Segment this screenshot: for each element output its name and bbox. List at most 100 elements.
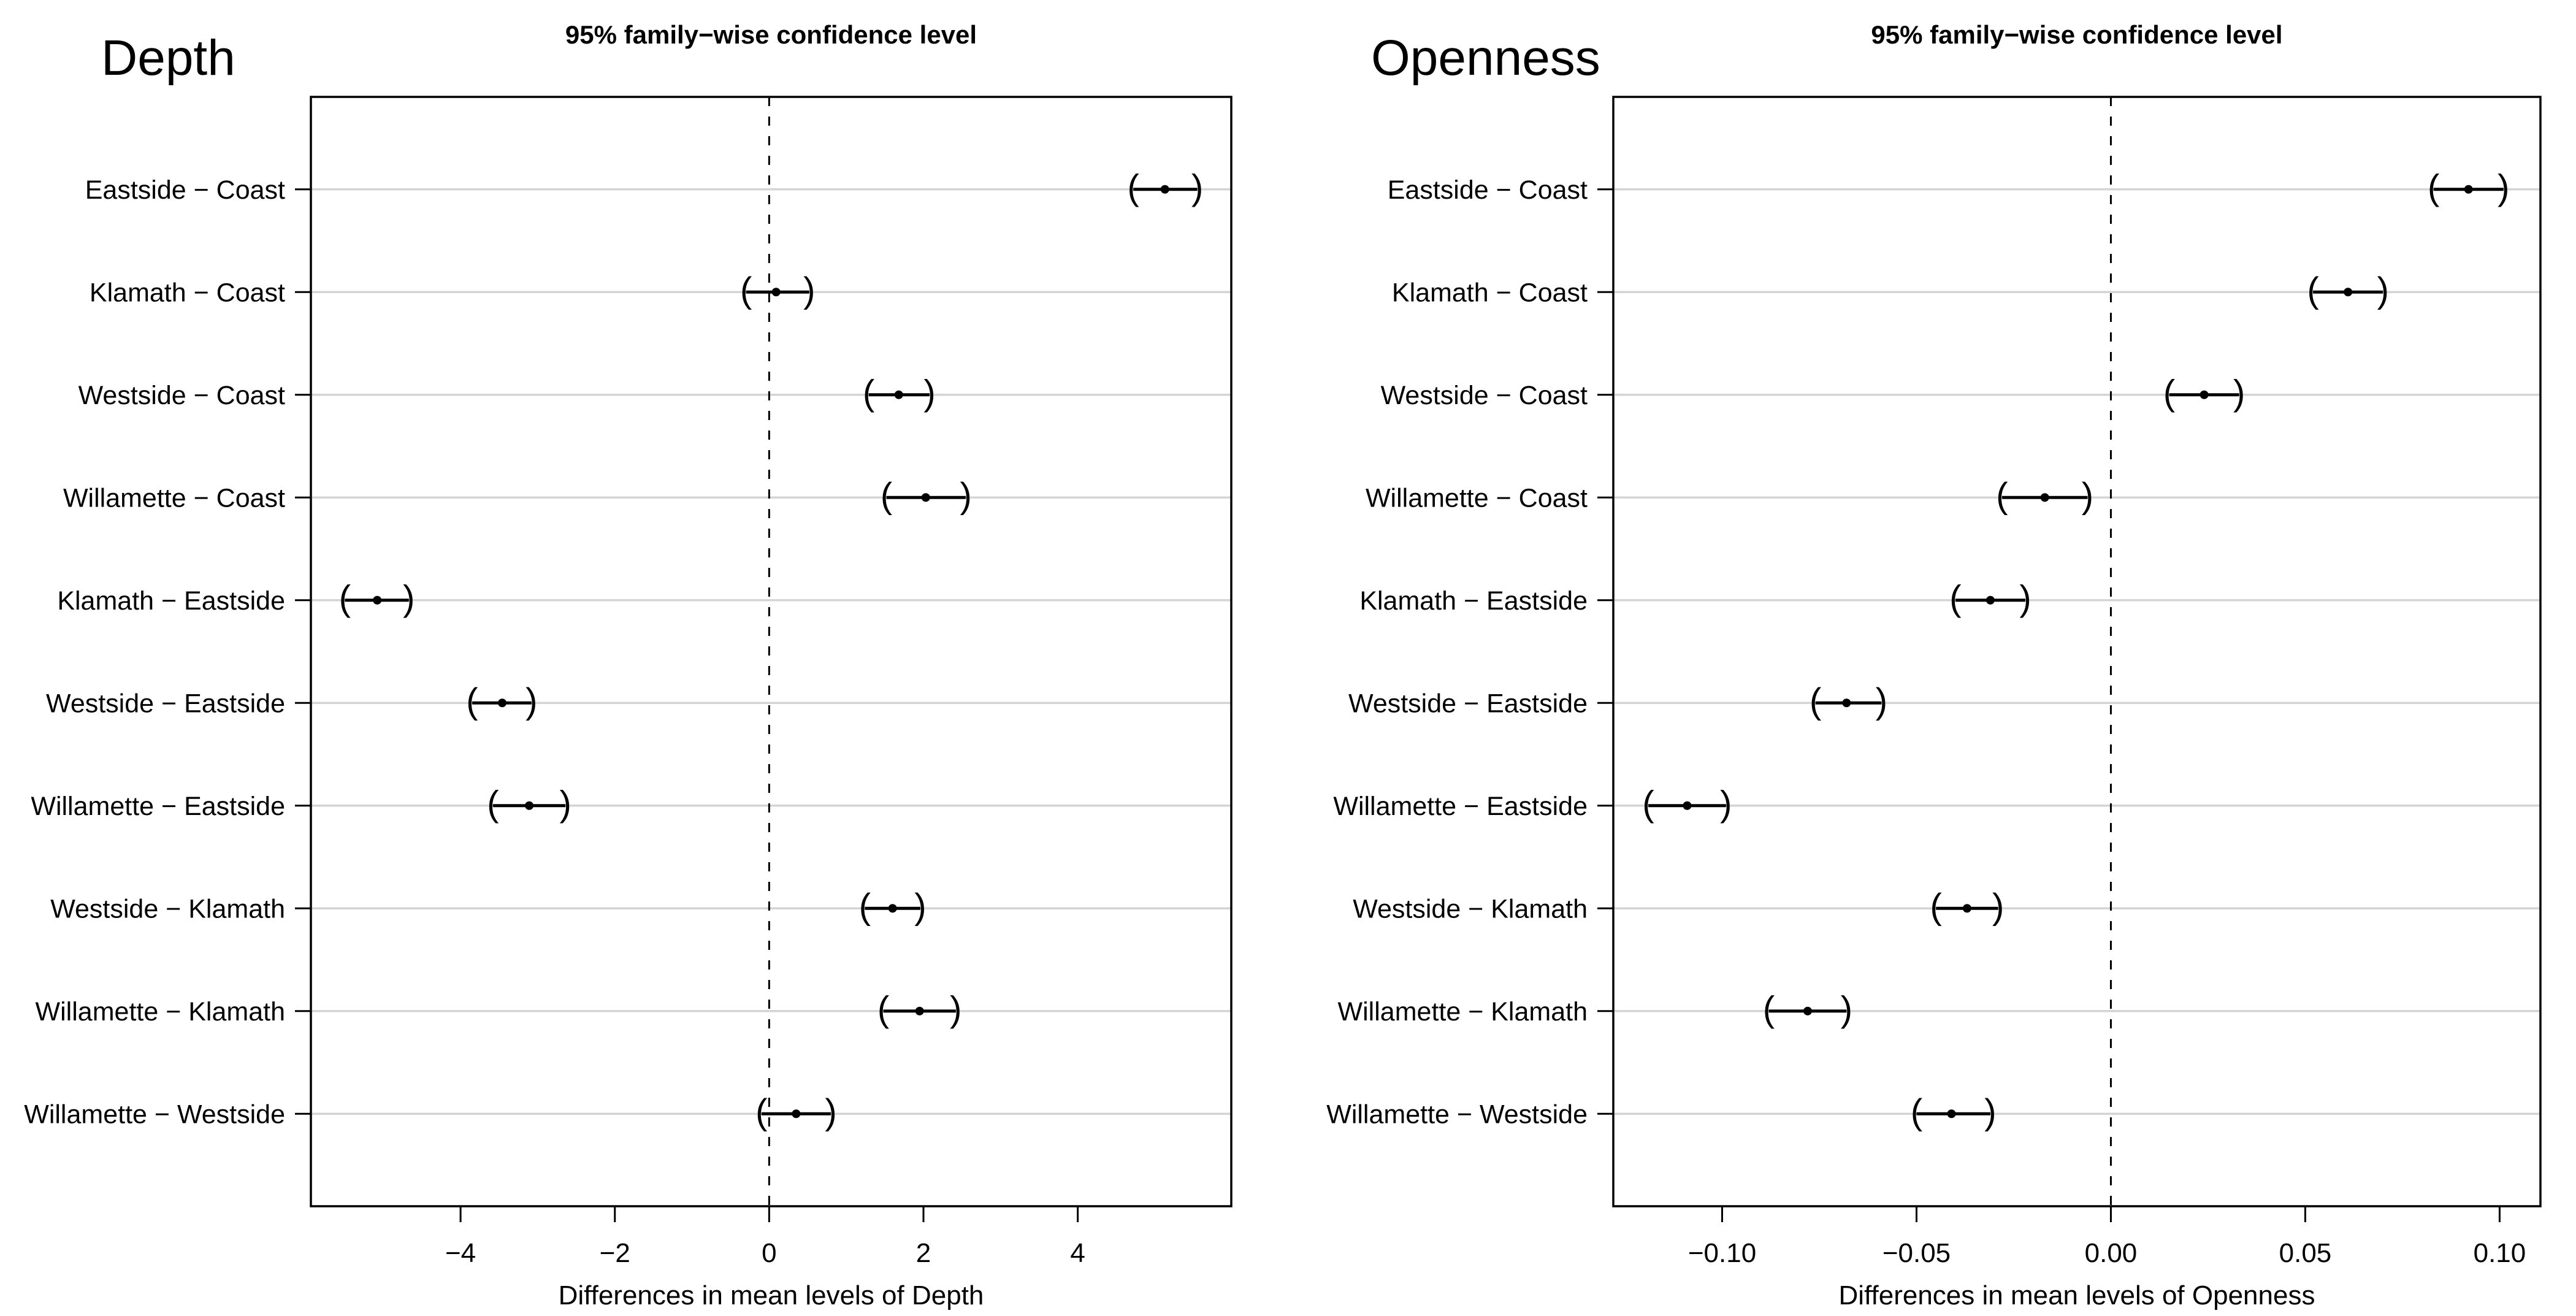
- plot-title-openness: 95% family−wise confidence level: [1871, 20, 2283, 49]
- point-estimate-dot: [1683, 801, 1692, 810]
- point-estimate-dot: [2040, 493, 2049, 502]
- ci-upper-paren-icon: ): [2233, 373, 2245, 413]
- x-tick-label: −0.05: [1882, 1238, 1951, 1268]
- ci-upper-paren-icon: ): [403, 578, 415, 618]
- ci-lower-paren-icon: (: [1810, 681, 1821, 721]
- point-estimate-dot: [1986, 595, 1995, 605]
- panel-label-openness: Openness: [1371, 30, 1600, 86]
- y-axis-label: Willamette − Klamath: [36, 997, 285, 1027]
- point-estimate-dot: [894, 390, 903, 399]
- y-axis-label: Klamath − Coast: [90, 278, 285, 307]
- ci-upper-paren-icon: ): [923, 373, 935, 413]
- point-estimate-dot: [888, 904, 897, 913]
- plot-box: [310, 96, 1233, 1207]
- ci-lower-paren-icon: (: [755, 1092, 767, 1132]
- ci-lower-paren-icon: (: [1911, 1092, 1922, 1132]
- panel-label-depth: Depth: [101, 30, 235, 86]
- y-axis-label: Westside − Eastside: [46, 689, 285, 718]
- point-estimate-dot: [2344, 288, 2353, 297]
- ci-upper-paren-icon: ): [2377, 270, 2389, 310]
- ci-lower-paren-icon: (: [1930, 887, 1942, 927]
- ci-upper-paren-icon: ): [2498, 167, 2509, 207]
- ci-upper-paren-icon: ): [1191, 167, 1203, 207]
- x-tick-label: 0.05: [2279, 1238, 2332, 1268]
- ci-lower-paren-icon: (: [487, 784, 499, 824]
- plot-title-depth: 95% family−wise confidence level: [565, 20, 977, 49]
- y-axis-label: Westside − Coast: [1381, 381, 1588, 410]
- ci-upper-paren-icon: ): [914, 887, 926, 927]
- point-estimate-dot: [915, 1006, 924, 1016]
- x-axis-title-openness: Differences in mean levels of Openness: [1838, 1280, 2315, 1310]
- y-axis-label: Willamette − Coast: [63, 483, 285, 513]
- ci-upper-paren-icon: ): [2019, 578, 2031, 618]
- ci-lower-paren-icon: (: [877, 989, 889, 1029]
- point-estimate-dot: [1947, 1109, 1956, 1119]
- x-tick-label: 0.10: [2474, 1238, 2526, 1268]
- point-estimate-dot: [1842, 698, 1851, 708]
- y-axis-label: Klamath − Coast: [1392, 278, 1588, 307]
- point-estimate-dot: [921, 493, 930, 502]
- point-estimate-dot: [2464, 185, 2473, 194]
- point-estimate-dot: [373, 595, 382, 605]
- point-estimate-dot: [771, 288, 781, 297]
- ci-upper-paren-icon: ): [560, 784, 571, 824]
- point-estimate-dot: [2200, 390, 2209, 399]
- y-axis-label: Westside − Coast: [78, 381, 285, 410]
- ci-lower-paren-icon: (: [466, 681, 478, 721]
- x-tick-label: 2: [916, 1238, 931, 1268]
- ci-upper-paren-icon: ): [803, 270, 815, 310]
- ci-lower-paren-icon: (: [1949, 578, 1961, 618]
- point-estimate-dot: [498, 698, 507, 708]
- x-tick-label: −0.10: [1688, 1238, 1756, 1268]
- ci-lower-paren-icon: (: [859, 887, 871, 927]
- y-axis-label: Willamette − Klamath: [1338, 997, 1588, 1027]
- x-tick-label: 0: [762, 1238, 776, 1268]
- y-axis-label: Willamette − Westside: [24, 1100, 285, 1129]
- ci-lower-paren-icon: (: [1642, 784, 1654, 824]
- y-axis-label: Eastside − Coast: [1388, 175, 1588, 205]
- point-estimate-dot: [1962, 904, 1971, 913]
- y-axis-label: Westside − Eastside: [1348, 689, 1588, 718]
- x-tick-label: −4: [445, 1238, 476, 1268]
- y-axis-label: Westside − Klamath: [1353, 894, 1588, 924]
- y-axis-label: Willamette − Coast: [1366, 483, 1588, 513]
- ci-lower-paren-icon: (: [1763, 989, 1775, 1029]
- y-axis-label: Westside − Klamath: [50, 894, 285, 924]
- ci-lower-paren-icon: (: [2307, 270, 2318, 310]
- ci-upper-paren-icon: ): [825, 1092, 836, 1132]
- point-estimate-dot: [525, 801, 534, 810]
- ci-lower-paren-icon: (: [1128, 167, 1139, 207]
- ci-upper-paren-icon: ): [526, 681, 537, 721]
- point-estimate-dot: [1803, 1006, 1812, 1016]
- x-tick-label: −2: [600, 1238, 630, 1268]
- y-axis-label: Klamath − Eastside: [57, 586, 285, 616]
- ci-upper-paren-icon: ): [2082, 476, 2093, 516]
- ci-upper-paren-icon: ): [1876, 681, 1887, 721]
- x-tick-label: 0.00: [2085, 1238, 2138, 1268]
- plot-box: [1612, 96, 2542, 1207]
- ci-upper-paren-icon: ): [950, 989, 961, 1029]
- x-tick-label: 4: [1070, 1238, 1085, 1268]
- point-estimate-dot: [792, 1109, 801, 1119]
- x-axis-title-depth: Differences in mean levels of Depth: [558, 1280, 984, 1310]
- ci-lower-paren-icon: (: [2163, 373, 2175, 413]
- y-axis-label: Willamette − Eastside: [1333, 792, 1588, 821]
- ci-lower-paren-icon: (: [881, 476, 892, 516]
- y-axis-label: Willamette − Eastside: [31, 792, 285, 821]
- point-estimate-dot: [1160, 185, 1169, 194]
- ci-lower-paren-icon: (: [863, 373, 874, 413]
- ci-upper-paren-icon: ): [960, 476, 972, 516]
- y-axis-label: Eastside − Coast: [85, 175, 285, 205]
- ci-lower-paren-icon: (: [1996, 476, 2008, 516]
- ci-lower-paren-icon: (: [339, 578, 351, 618]
- ci-lower-paren-icon: (: [740, 270, 752, 310]
- ci-upper-paren-icon: ): [1841, 989, 1852, 1029]
- y-axis-label: Willamette − Westside: [1326, 1100, 1588, 1129]
- ci-upper-paren-icon: ): [1720, 784, 1732, 824]
- y-axis-label: Klamath − Eastside: [1359, 586, 1588, 616]
- ci-lower-paren-icon: (: [2428, 167, 2439, 207]
- ci-upper-paren-icon: ): [1992, 887, 2004, 927]
- ci-upper-paren-icon: ): [1984, 1092, 1996, 1132]
